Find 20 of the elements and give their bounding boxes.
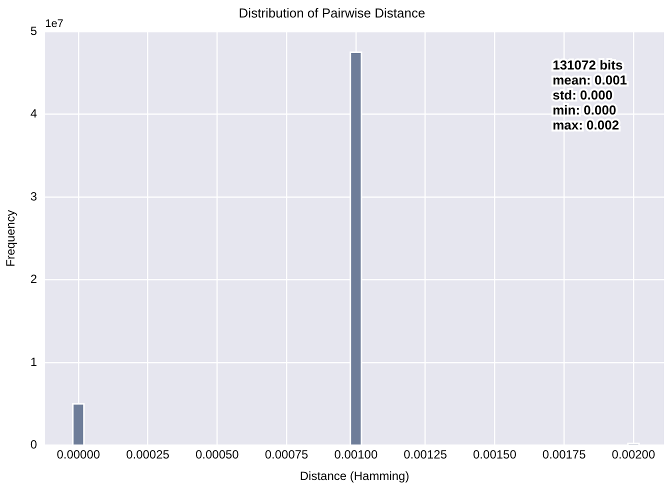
chart-title: Distribution of Pairwise Distance bbox=[238, 5, 426, 20]
y-tick-label: 4 bbox=[30, 106, 38, 121]
x-tick-label: 0.00175 bbox=[542, 448, 586, 462]
x-tick-label: 0.00125 bbox=[404, 448, 448, 462]
x-tick-label: 0.00075 bbox=[264, 448, 309, 462]
x-tick-label: 0.00100 bbox=[334, 448, 378, 462]
y-axis-title: Frequency bbox=[4, 210, 18, 267]
x-tick-label: 0.00200 bbox=[612, 448, 656, 462]
x-tick-label: 0.00000 bbox=[56, 448, 100, 462]
y-tick-label: 2 bbox=[30, 272, 38, 286]
y-tick-label: 5 bbox=[30, 24, 38, 38]
y-tick-label: 0 bbox=[30, 438, 38, 452]
y-tick-label: 3 bbox=[30, 189, 38, 204]
y-tick-label: 1 bbox=[30, 354, 38, 369]
x-tick-label: 0.00050 bbox=[195, 448, 240, 462]
annotation: 131072 bits mean: 0.001 std: 0.000 min: 0.000 max: 0.002 bbox=[552, 58, 628, 133]
x-tick-label: 0.00025 bbox=[126, 448, 170, 462]
x-tick-label: 0.00150 bbox=[473, 448, 517, 462]
x-axis-title: Distance (Hamming) bbox=[300, 469, 410, 484]
text: 1e7 bbox=[45, 18, 64, 30]
